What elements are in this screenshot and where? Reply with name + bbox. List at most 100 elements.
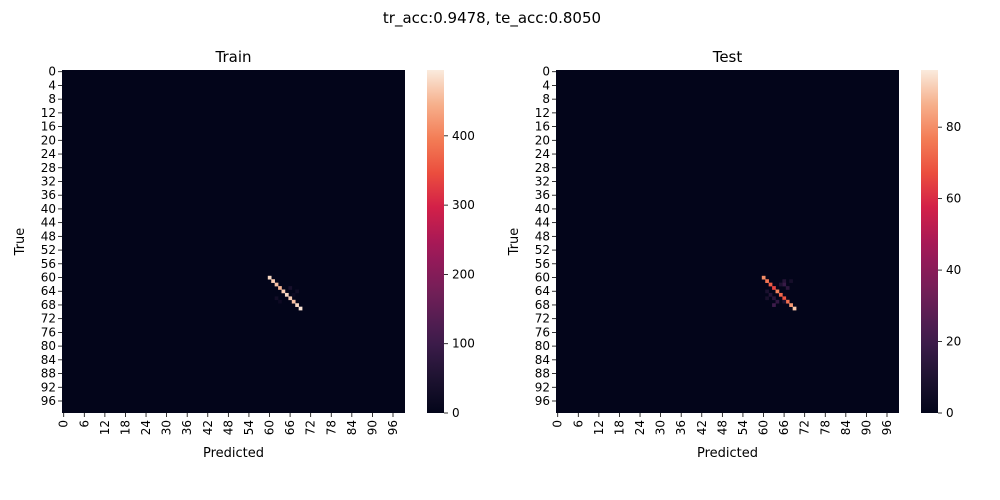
x-tick-label: 12 [98,420,112,435]
heatmap-cell [785,286,790,290]
heatmap-cell [765,279,769,283]
x-axis-label: Predicted [203,446,264,461]
heatmap-cell [281,289,286,294]
x-tick-label: 84 [345,420,359,435]
y-tick-label: 64 [41,284,56,298]
x-tick-label: 54 [736,420,750,435]
x-tick-label: 36 [674,420,688,435]
colorbar-tick-label: 100 [452,337,475,351]
y-tick-label: 8 [542,92,550,106]
heatmap-cell [295,303,299,307]
x-tick-label: 24 [633,420,647,435]
y-tick-label: 36 [535,188,550,202]
colorbar-tick-label: 200 [452,267,475,281]
x-tick-label: 66 [777,420,791,435]
y-tick-label: 60 [535,271,550,285]
colorbar-tick-label: 80 [946,120,961,134]
x-tick-label: 12 [592,420,606,435]
x-axis-label: Predicted [697,446,758,461]
x-tick-label: 18 [612,420,626,435]
heatmap-background [62,70,405,413]
x-tick-label: 96 [386,420,400,435]
heatmap-background [556,70,899,413]
y-tick-label: 84 [535,353,550,367]
heatmap-cell [772,286,776,290]
y-tick-label: 68 [535,298,550,312]
colorbar-tick-label: 300 [452,198,475,212]
y-tick-label: 4 [542,78,550,92]
heatmap-cell [775,299,780,304]
y-tick-label: 84 [41,353,56,367]
y-tick-label: 80 [535,339,550,353]
y-tick-label: 16 [41,120,56,134]
y-tick-label: 32 [41,174,56,188]
y-tick-label: 0 [48,65,56,79]
x-tick-label: 48 [715,420,729,435]
y-tick-label: 92 [41,380,56,394]
heatmap-cell [288,286,293,290]
y-tick-label: 44 [41,216,56,230]
heatmap-cell [772,296,776,301]
y-tick-label: 92 [535,380,550,394]
y-tick-label: 12 [535,106,550,120]
x-tick-label: 30 [654,420,668,435]
panel-title: Test [712,48,743,66]
x-tick-label: 30 [160,420,174,435]
y-tick-label: 16 [535,120,550,134]
y-tick-label: 28 [535,161,550,175]
y-tick-label: 72 [41,312,56,326]
x-tick-label: 96 [880,420,894,435]
y-tick-label: 88 [41,367,56,381]
heatmap-cell [778,282,783,287]
heatmap-cell [765,289,769,294]
y-tick-label: 44 [535,216,550,230]
heatmap-cell [295,289,299,294]
x-tick-label: 60 [757,420,771,435]
heatmap-cell [271,279,275,283]
x-tick-label: 60 [263,420,277,435]
x-tick-label: 6 [571,420,585,428]
x-tick-label: 72 [798,420,812,435]
x-tick-label: 42 [695,420,709,435]
y-tick-label: 80 [41,339,56,353]
x-tick-label: 78 [818,420,832,435]
y-axis-label: True [507,228,522,257]
heatmap-cell [298,306,303,311]
heatmap-cell [768,282,773,287]
colorbar-tick-label: 0 [452,406,460,420]
heatmap-cell [291,299,296,304]
x-tick-label: 0 [551,420,565,428]
x-tick-label: 18 [118,420,132,435]
heatmap-cell [284,292,289,297]
figure-suptitle: tr_acc:0.9478, te_acc:0.8050 [383,9,601,28]
y-tick-label: 8 [48,92,56,106]
y-tick-label: 72 [535,312,550,326]
x-tick-label: 0 [57,420,71,428]
y-tick-label: 20 [535,133,550,147]
heatmap-cell [765,296,769,301]
x-tick-label: 54 [242,420,256,435]
y-tick-label: 32 [535,174,550,188]
y-tick-label: 60 [41,271,56,285]
heatmap-cell [785,299,790,304]
y-tick-label: 36 [41,188,56,202]
x-tick-label: 78 [324,420,338,435]
y-tick-label: 24 [41,147,56,161]
colorbar-tick-label: 40 [946,263,961,277]
y-tick-label: 0 [542,65,550,79]
heatmap-cell [782,282,787,287]
heatmap-cell [274,282,279,287]
colorbar-tick-label: 60 [946,192,961,206]
heatmap-cell [278,299,282,304]
y-tick-label: 96 [41,394,56,408]
heatmap-cell [291,292,296,297]
y-tick-label: 52 [535,243,550,257]
heatmap-cell [775,289,780,294]
colorbar-tick-label: 20 [946,335,961,349]
heatmap-cell [274,296,279,301]
x-tick-label: 72 [304,420,318,435]
y-axis-label: True [13,228,28,257]
